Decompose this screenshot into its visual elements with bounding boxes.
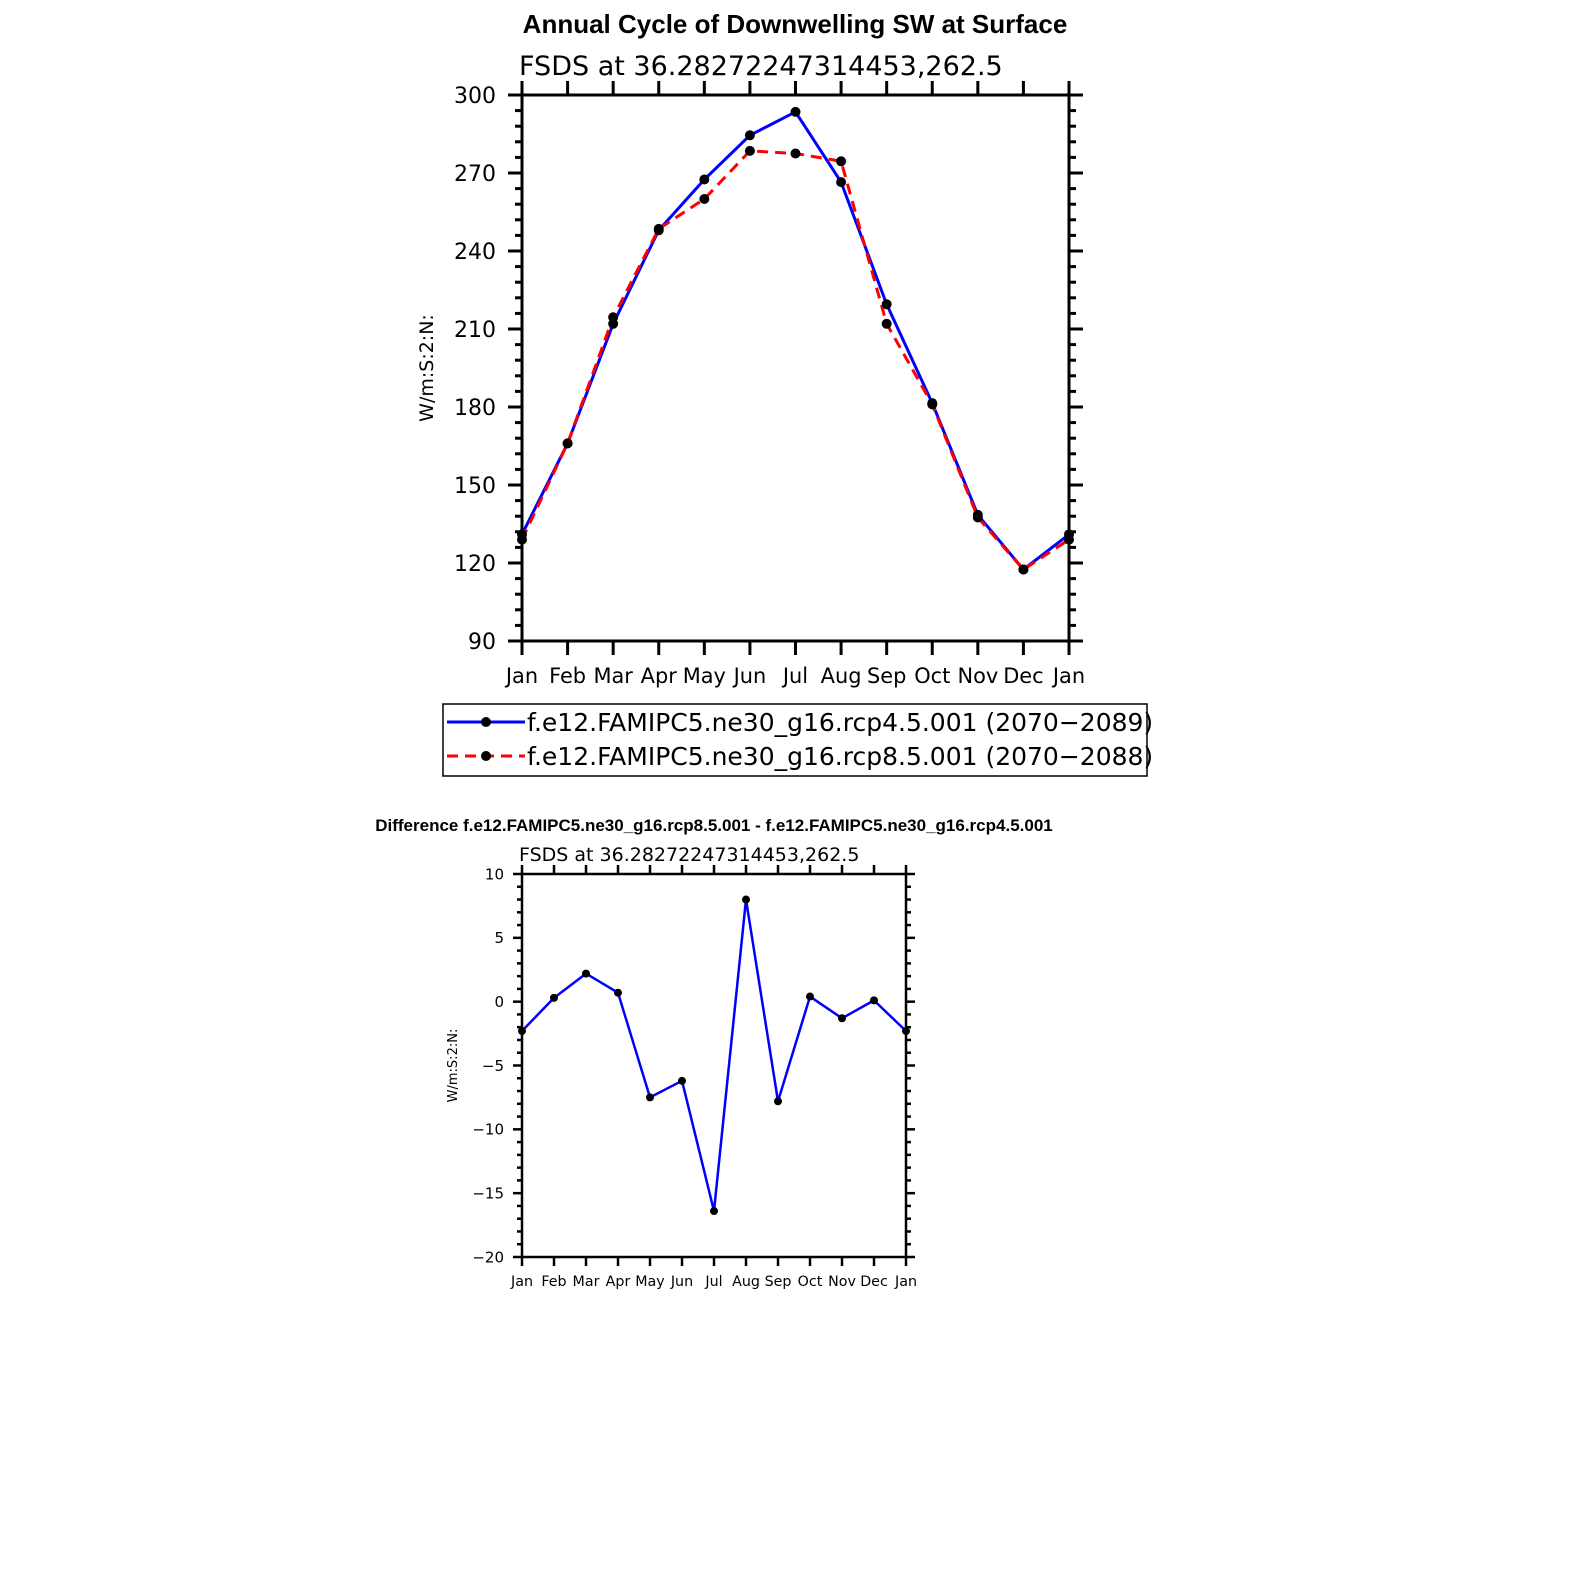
series-line-1: [520, 110, 1070, 571]
y-tick-label: 240: [454, 240, 496, 265]
chart-title: Annual Cycle of Downwelling SW at Surfac…: [523, 9, 1068, 39]
difference-chart: Difference f.e12.FAMIPC5.ne30_g16.rcp8.5…: [375, 816, 1053, 1290]
annual-cycle-chart: Annual Cycle of Downwelling SW at Surfac…: [416, 9, 1153, 777]
data-point-2: [790, 148, 801, 159]
x-tick-label: Jul: [704, 1274, 722, 1290]
data-point-2: [836, 156, 847, 167]
y-tick-label: 0: [494, 993, 504, 1011]
legend-entry-2: f.e12.FAMIPC5.ne30_g16.rcp8.5.001 (2070−…: [527, 742, 1153, 771]
x-tick-label: May: [635, 1274, 665, 1290]
x-tick-label: Feb: [549, 664, 586, 688]
x-tick-label: Jul: [781, 664, 808, 688]
y-tick-label: −15: [472, 1185, 504, 1203]
data-point-1: [646, 1093, 654, 1102]
x-tick-label: Feb: [541, 1274, 566, 1290]
data-point-1: [774, 1097, 782, 1106]
x-tick-label: Oct: [798, 1274, 823, 1290]
data-point-2: [1064, 534, 1074, 545]
data-point-1: [902, 1027, 910, 1036]
data-point-1: [881, 299, 892, 310]
y-tick-label: 210: [454, 318, 496, 343]
data-point-1: [710, 1207, 718, 1216]
x-tick-label: Mar: [593, 664, 633, 688]
data-point-2: [699, 194, 710, 204]
legend: f.e12.FAMIPC5.ne30_g16.rcp4.5.001 (2070−…: [442, 703, 1153, 777]
x-tick-label: Jan: [1051, 664, 1085, 688]
difference-chart-subtitle: FSDS at 36.28272247314453,262.5: [519, 844, 859, 866]
data-point-1: [678, 1076, 686, 1085]
x-tick-label: Jan: [504, 664, 538, 688]
legend-marker-1: [481, 717, 491, 727]
series-layer: [517, 106, 1074, 575]
y-tick-label: −10: [472, 1121, 504, 1139]
data-point-2: [517, 534, 527, 545]
data-point-2: [1018, 564, 1029, 575]
data-point-1: [744, 130, 755, 141]
legend-box: [442, 703, 1148, 777]
x-tick-label: Sep: [765, 1274, 792, 1290]
data-point-2: [653, 223, 664, 234]
y-tick-label: −5: [482, 1057, 504, 1075]
difference-chart-title: Difference f.e12.FAMIPC5.ne30_g16.rcp8.5…: [375, 816, 1053, 835]
x-tick-label: Apr: [606, 1274, 631, 1290]
y-axis-label: W/m:S:2:N:: [446, 1029, 461, 1103]
series-layer: [518, 895, 910, 1216]
data-point-1: [838, 1014, 846, 1023]
data-point-1: [518, 1027, 526, 1036]
x-tick-label: Jun: [732, 664, 767, 688]
y-tick-label: 150: [454, 474, 496, 499]
y-tick-label: 5: [494, 929, 504, 947]
x-tick-label: Aug: [732, 1274, 760, 1290]
data-point-2: [881, 318, 892, 329]
legend-marker-2: [481, 751, 491, 761]
legend-entry-1: f.e12.FAMIPC5.ne30_g16.rcp4.5.001 (2070−…: [527, 708, 1153, 737]
x-tick-label: Nov: [828, 1274, 856, 1290]
data-point-2: [927, 399, 938, 410]
y-tick-label: 120: [454, 552, 496, 577]
y-tick-label: 270: [454, 162, 496, 187]
axes: −20 −15 −10 −5 0 5 10 Jan Feb Mar Apr May Jun Jul Aug S…: [446, 865, 917, 1290]
x-tick-label: Jan: [510, 1274, 533, 1290]
data-point-1: [550, 993, 558, 1002]
y-tick-label: 90: [468, 630, 496, 655]
data-point-1: [742, 895, 750, 904]
data-point-1: [582, 969, 590, 978]
x-tick-label: May: [683, 664, 726, 688]
data-point-1: [870, 996, 878, 1005]
x-tick-label: Oct: [914, 664, 950, 688]
data-point-2: [608, 312, 619, 323]
x-tick-label: Jan: [894, 1274, 917, 1290]
y-axis-label: W/m:S:2:N:: [416, 314, 438, 422]
data-point-1: [836, 177, 847, 188]
x-tick-label: Jun: [670, 1274, 693, 1290]
y-tick-label: 300: [454, 84, 496, 109]
x-tick-label: Nov: [957, 664, 998, 688]
y-tick-label: 10: [485, 865, 504, 883]
x-tick-label: Mar: [573, 1274, 600, 1290]
data-point-1: [614, 988, 622, 997]
data-point-2: [744, 145, 755, 156]
plot-frame: [520, 93, 1071, 643]
chart-subtitle: FSDS at 36.28272247314453,262.5: [519, 51, 1003, 82]
data-point-1: [699, 174, 710, 185]
data-point-1: [806, 992, 814, 1001]
x-tick-label: Dec: [1003, 664, 1043, 688]
x-tick-label: Aug: [821, 664, 862, 688]
x-tick-label: Sep: [867, 664, 906, 688]
data-point-1: [790, 106, 801, 117]
y-tick-label: 180: [454, 396, 496, 421]
y-tick-label: −20: [472, 1248, 504, 1266]
data-point-2: [562, 438, 573, 449]
x-tick-label: Dec: [860, 1274, 888, 1290]
x-tick-label: Apr: [641, 664, 678, 688]
series-line-1: [521, 898, 907, 1213]
series-line-2: [520, 149, 1070, 571]
data-point-2: [972, 512, 983, 523]
